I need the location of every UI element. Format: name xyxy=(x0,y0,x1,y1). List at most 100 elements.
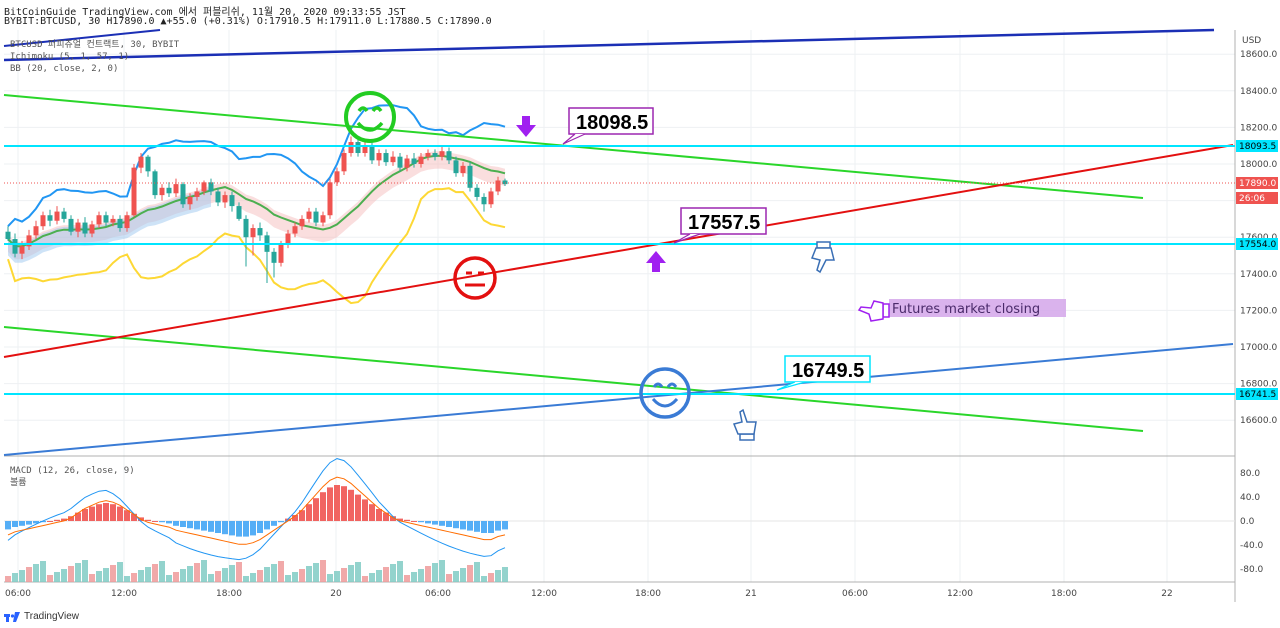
candle xyxy=(320,211,326,227)
volume-bar xyxy=(26,567,32,582)
ichimoku-legend[interactable]: Ichimoku (5, 1, 57, 1) xyxy=(10,52,129,62)
navy-trend-line-short[interactable] xyxy=(3,29,161,47)
macd-bar xyxy=(369,504,375,521)
volume-legend[interactable]: 볼륨 xyxy=(10,477,27,488)
macd-bar xyxy=(383,512,389,521)
macd-tick: -80.0 xyxy=(1240,565,1264,575)
volume-bar xyxy=(264,567,270,582)
price-tag[interactable]: 18093.5 xyxy=(1236,140,1278,152)
candle xyxy=(68,215,74,236)
volume-bar xyxy=(131,573,137,582)
candle xyxy=(474,184,480,201)
futures-note-label: Futures market closing xyxy=(892,302,1040,317)
macd-bar xyxy=(425,521,431,524)
futures-closing-note[interactable]: Futures market closing xyxy=(889,299,1066,317)
smiley-blue-icon[interactable] xyxy=(639,367,691,419)
smiley-green-icon[interactable] xyxy=(344,91,396,143)
candle xyxy=(5,226,11,241)
macd-bar xyxy=(467,521,473,531)
pointing-hand-down-icon[interactable] xyxy=(810,241,835,274)
volume-bar xyxy=(292,572,298,582)
macd-bar xyxy=(502,521,508,530)
volume-bar xyxy=(222,568,228,582)
candle xyxy=(75,218,81,238)
callout-17557[interactable]: 17557.5 xyxy=(673,207,767,244)
volume-bar xyxy=(390,564,396,582)
macd-bar xyxy=(68,516,74,521)
macd-axis[interactable]: 80.0 40.0 0.0 -40.0 -80.0 xyxy=(1240,469,1264,575)
svg-text:26:06: 26:06 xyxy=(1239,194,1265,204)
price-tag[interactable]: 26:06 xyxy=(1236,192,1278,204)
volume-bar xyxy=(68,566,74,582)
price-axis[interactable]: USD18600.018400.018200.018000.017800.017… xyxy=(1236,36,1278,426)
macd-bar xyxy=(376,509,382,521)
pointing-hand-left-icon[interactable] xyxy=(857,300,890,322)
volume-bar xyxy=(481,576,487,582)
candle xyxy=(278,240,284,267)
price-tag[interactable]: 17890.0 xyxy=(1236,177,1278,189)
volume-bar xyxy=(376,570,382,582)
candle xyxy=(271,248,277,278)
price-tick: 18400.0 xyxy=(1240,87,1277,97)
macd-bar xyxy=(355,494,361,521)
macd-bar xyxy=(152,521,158,522)
volume-bar xyxy=(285,575,291,582)
macd-tick: -40.0 xyxy=(1240,541,1264,551)
macd-bar xyxy=(117,506,123,521)
svg-text:17554.0: 17554.0 xyxy=(1239,240,1276,250)
macd-bar xyxy=(334,485,340,521)
volume-bar xyxy=(54,572,60,582)
pointing-hand-up-icon[interactable] xyxy=(732,408,757,441)
volume-bar xyxy=(355,562,361,582)
macd-bar xyxy=(96,504,102,521)
candle xyxy=(124,211,130,232)
macd-bar xyxy=(313,498,319,521)
volume-bar xyxy=(418,569,424,582)
macd-tick: 80.0 xyxy=(1240,469,1260,479)
candle xyxy=(89,220,95,238)
macd-bar xyxy=(194,521,200,530)
neutral-face-red-icon[interactable] xyxy=(453,256,497,300)
price-tick: 18000.0 xyxy=(1240,160,1277,170)
volume-bar xyxy=(47,575,53,582)
candle xyxy=(362,140,368,157)
volume-bar xyxy=(243,576,249,582)
ohlc-readout: BYBIT:BTCUSD, 30 H17890.0 ▲+55.0 (+0.31%… xyxy=(4,16,492,27)
candle xyxy=(138,153,144,174)
macd-bar xyxy=(299,510,305,521)
volume-bar xyxy=(215,571,221,582)
candle xyxy=(460,162,466,177)
price-tag[interactable]: 17554.0 xyxy=(1236,238,1278,250)
navy-trend-line[interactable] xyxy=(3,28,1215,62)
price-tag[interactable]: 16741.5 xyxy=(1236,388,1278,400)
candle xyxy=(236,202,242,221)
candle xyxy=(439,145,445,161)
macd-bar xyxy=(145,519,151,521)
blue-trend-line[interactable] xyxy=(3,343,1234,456)
candle xyxy=(488,187,494,208)
footer-branding[interactable]: TradingView xyxy=(4,611,79,622)
time-tick: 12:00 xyxy=(531,589,557,599)
macd-bar xyxy=(201,521,207,531)
arrow-up-icon[interactable] xyxy=(646,251,666,272)
symbol-legend[interactable]: BTCUSD 퍼피츄얼 컨트랙트, 30, BYBIT xyxy=(10,39,180,50)
macd-bar xyxy=(222,521,228,535)
macd-bar xyxy=(19,521,25,526)
candle xyxy=(152,169,158,199)
bb-legend[interactable]: BB (20, close, 2, 0) xyxy=(10,64,118,74)
callout-18098[interactable]: 18098.5 xyxy=(562,107,654,145)
time-axis[interactable]: 06:00 12:00 18:00 20 06:00 12:00 18:00 21 06:00 1… xyxy=(5,589,1173,599)
red-trend-line[interactable] xyxy=(3,144,1234,358)
candle xyxy=(131,164,137,218)
volume-bar xyxy=(411,572,417,582)
green-trend-line-lower[interactable] xyxy=(3,326,1144,432)
arrow-down-icon[interactable] xyxy=(516,116,536,137)
candle xyxy=(376,149,382,166)
macd-legend[interactable]: MACD (12, 26, close, 9) xyxy=(10,466,135,476)
callout-16749[interactable]: 16749.5 xyxy=(776,355,871,391)
macd-bar xyxy=(54,519,60,521)
macd-bar xyxy=(5,521,11,530)
volume-bar xyxy=(96,571,102,582)
candle xyxy=(103,211,109,227)
